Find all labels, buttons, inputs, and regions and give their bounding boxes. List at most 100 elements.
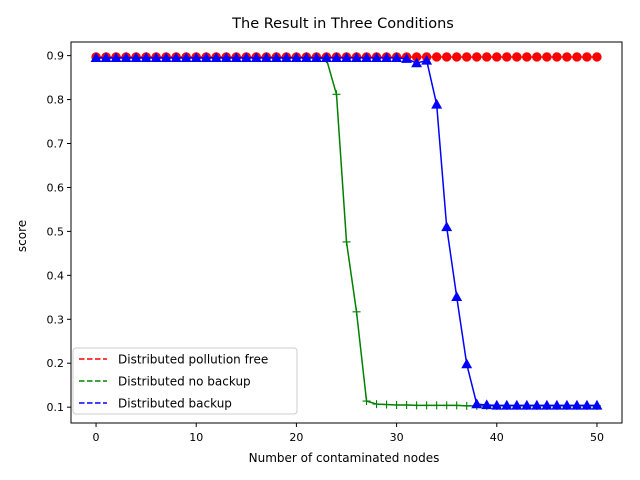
data-point [492,52,502,62]
data-point [391,52,403,63]
data-point [362,397,371,406]
data-point [462,52,472,62]
data-point [290,52,302,63]
y-tick-label: 0.2 [47,357,65,370]
data-point [160,52,172,63]
x-axis-label: Number of contaminated nodes [249,451,440,465]
data-point [511,399,523,410]
data-point [521,399,533,410]
data-point [422,401,431,410]
data-point [562,52,572,62]
legend-item: Distributed no backup [79,375,251,389]
data-point [170,52,182,63]
data-point [542,52,552,62]
data-point [531,399,543,410]
data-point [332,90,341,99]
series-layer [90,52,603,410]
legend-item: Distributed pollution free [79,353,268,367]
y-tick-label: 0.3 [47,313,65,326]
legend-label: Distributed backup [118,397,232,411]
data-point [220,52,232,63]
data-point [431,52,442,62]
data-point [461,358,473,369]
data-point [351,52,362,63]
data-point [421,54,433,65]
legend-items: Distributed pollution free Distributed no… [79,353,268,411]
y-tick-label: 0.1 [47,401,65,414]
data-point [572,52,582,62]
data-point [541,399,553,410]
legend-item: Distributed backup [79,397,232,411]
data-point [591,399,603,410]
data-point [501,399,513,410]
data-point [321,52,332,63]
data-point [551,399,563,410]
data-point [561,399,573,410]
plot-frame [70,41,623,424]
x-tick-label: 20 [289,431,303,444]
y-tick-label: 0.6 [47,181,65,194]
y-axis-ticks: 0.1 0.2 0.3 0.4 0.5 0.6 0.7 0.8 0.9 [47,50,71,414]
data-point [280,52,292,63]
data-point [240,52,252,63]
data-point [452,52,462,62]
data-point [482,52,492,62]
data-point [532,52,542,62]
data-point [210,52,222,63]
data-point [472,52,482,62]
data-point [402,400,411,409]
legend-label: Distributed pollution free [118,353,268,367]
data-point [491,399,503,410]
x-tick-label: 0 [93,431,100,444]
data-point [582,52,592,62]
data-point [361,52,372,63]
x-tick-label: 10 [189,431,203,444]
data-point [372,400,381,409]
data-point [371,52,383,63]
data-point [352,307,361,316]
data-point [310,52,322,63]
data-point [441,221,453,232]
data-point [341,52,352,63]
data-point [180,52,192,63]
data-point [382,400,391,409]
data-point [140,52,152,63]
legend-label: Distributed no backup [118,375,251,389]
data-point [230,52,242,63]
data-point [90,52,102,63]
data-point [442,401,451,410]
data-point [401,53,413,63]
series-distributed-backup [90,52,603,410]
legend: Distributed pollution free Distributed no… [72,347,298,415]
chart-title: The Result in Three Conditions [231,16,454,32]
data-point [100,52,112,63]
data-point [502,52,512,62]
data-point [471,398,483,409]
y-tick-label: 0.9 [47,50,65,63]
data-point [392,400,401,409]
data-point [381,52,393,63]
data-point [250,52,262,63]
data-point [300,52,312,63]
data-point [431,98,443,109]
data-point [571,399,583,410]
x-axis-ticks: 0 10 20 30 40 50 [93,423,604,444]
data-point [260,52,272,63]
data-point [342,237,351,246]
data-point [200,52,212,63]
y-tick-label: 0.8 [47,94,65,107]
data-point [130,52,142,63]
x-tick-label: 50 [590,431,604,444]
data-point [411,57,423,68]
data-point [110,52,122,63]
data-point [190,52,202,63]
data-point [412,401,421,410]
data-point [441,52,452,62]
y-tick-label: 0.4 [47,269,65,282]
data-point [451,291,463,302]
data-point [452,401,461,410]
data-point [592,52,602,62]
y-axis-label: score [15,220,29,252]
